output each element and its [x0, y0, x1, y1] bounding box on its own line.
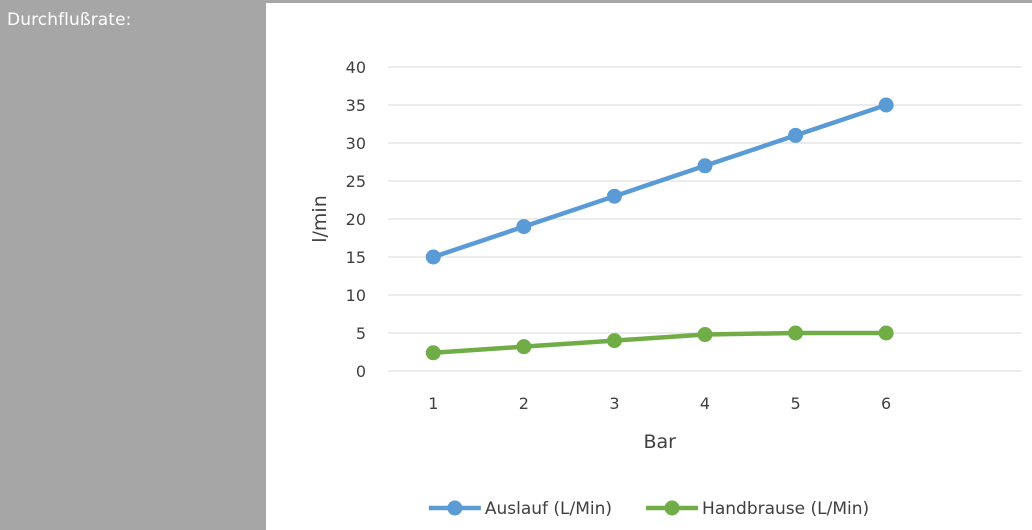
y-axis-ticks: 0 5 10 15 20 25 30 35 40	[346, 58, 366, 381]
x-tick-label: 6	[881, 394, 891, 413]
x-tick-label: 2	[519, 394, 529, 413]
data-point	[606, 333, 622, 349]
data-point	[878, 97, 894, 113]
y-tick-label: 40	[346, 58, 366, 77]
y-tick-label: 30	[346, 134, 366, 153]
top-divider	[266, 0, 1032, 3]
y-tick-label: 0	[356, 362, 366, 381]
x-tick-label: 5	[790, 394, 800, 413]
data-point	[878, 325, 894, 341]
y-tick-label: 10	[346, 286, 366, 305]
data-point	[516, 219, 532, 235]
gridlines	[388, 66, 1022, 372]
data-point	[788, 127, 804, 143]
x-axis-title: Bar	[643, 431, 676, 453]
series-lines	[425, 97, 894, 361]
data-point	[697, 158, 713, 174]
data-point	[425, 249, 441, 265]
series-line	[431, 330, 889, 356]
y-axis-title: l/min	[309, 195, 331, 243]
series-1	[425, 97, 894, 265]
y-tick-label: 5	[356, 324, 366, 343]
data-point	[697, 327, 713, 343]
y-tick-label: 25	[346, 172, 366, 191]
y-tick-label: 20	[346, 210, 366, 229]
x-tick-label: 1	[428, 394, 438, 413]
legend-item: Auslauf (L/Min)	[428, 499, 612, 519]
data-point	[425, 345, 441, 361]
data-point	[606, 188, 622, 204]
series-line	[431, 102, 889, 260]
line-chart: 0 5 10 15 20 25 30 35 40 1 2 3 4 5 6 Bar l/min Auslau…	[309, 58, 1022, 519]
chart-area: 0 5 10 15 20 25 30 35 40 1 2 3 4 5 6 Bar l/min Auslau…	[266, 3, 1032, 530]
data-point	[516, 339, 532, 355]
label-panel: Durchflußrate:	[0, 0, 266, 530]
legend-label: Handbrause (L/Min)	[702, 499, 869, 519]
y-tick-label: 15	[346, 248, 366, 267]
y-tick-label: 35	[346, 96, 366, 115]
panel-label: Durchflußrate:	[7, 10, 132, 30]
x-tick-label: 4	[700, 394, 710, 413]
x-tick-label: 3	[609, 394, 619, 413]
legend-label: Auslauf (L/Min)	[485, 499, 612, 519]
legend-marker	[664, 500, 680, 516]
x-axis-ticks: 1 2 3 4 5 6	[428, 394, 891, 413]
legend: Auslauf (L/Min) Handbrause (L/Min)	[428, 499, 869, 519]
series-2	[425, 325, 894, 361]
data-point	[788, 325, 804, 341]
legend-marker	[447, 500, 463, 516]
legend-item: Handbrause (L/Min)	[646, 499, 869, 519]
